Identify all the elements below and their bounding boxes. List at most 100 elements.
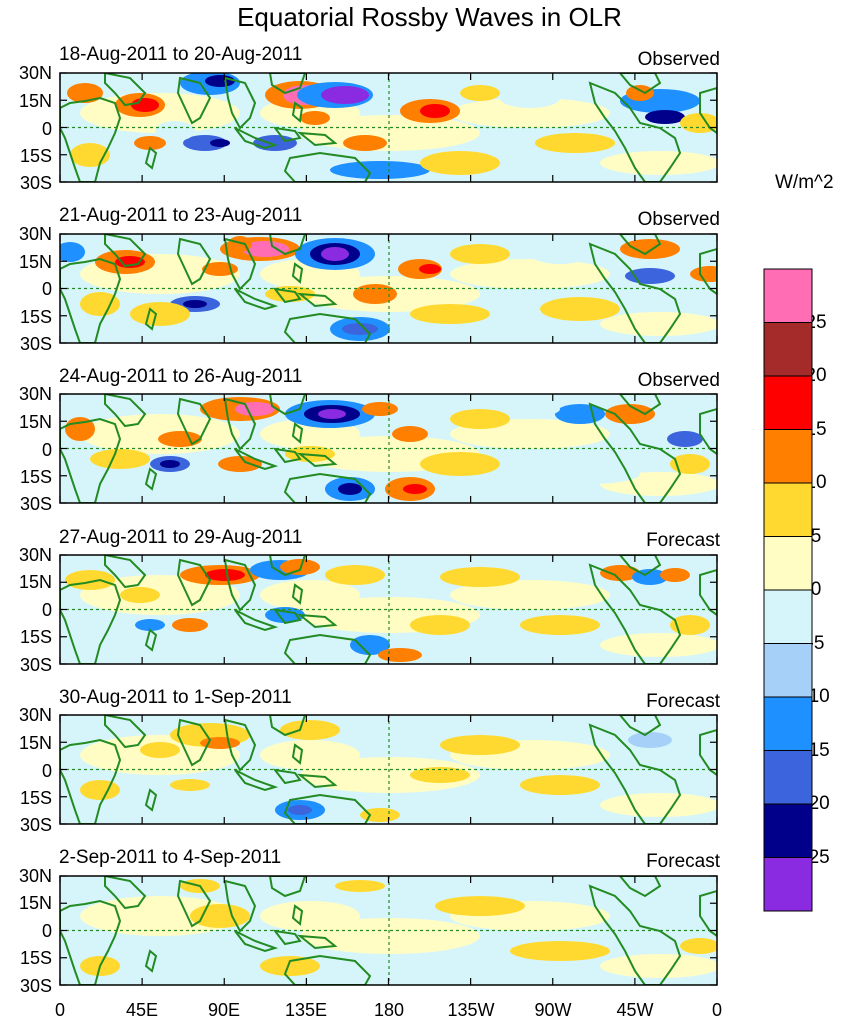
anomaly-patch [300,757,480,793]
coastline [296,452,338,468]
coastline [268,715,307,737]
anomaly-contour [535,133,615,153]
lat-label: 15N [18,733,52,753]
coastline [60,578,122,664]
panel-1-date: 18-Aug-2011 to 20-Aug-2011 [59,44,303,65]
anomaly-contour [330,161,430,179]
lat-label: 30N [18,63,52,83]
anomaly-contour [670,615,710,635]
colorbar-label: 5 [810,526,822,547]
lat-label: 15S [19,467,52,487]
anomaly-contour [183,135,227,151]
anomaly-patch [600,151,717,175]
coastline [234,288,279,311]
anomaly-contour [670,454,710,474]
lat-label: 30S [19,976,52,996]
coastline [699,407,717,456]
anomaly-patch [80,896,240,936]
panel-6-kind: Forecast [646,851,720,872]
coastline [272,768,302,785]
coastline [60,96,122,182]
lat-label: 0 [41,761,52,781]
coastline [272,126,302,143]
anomaly-patch [260,580,360,610]
anomaly-contour [410,615,470,635]
coastline [223,397,257,451]
anomaly-contour [628,732,672,748]
anomaly-contour [338,483,362,495]
anomaly-contour [90,449,150,469]
anomaly-contour [620,239,680,259]
colorbar-swatch [763,268,813,323]
coastline [104,555,147,589]
anomaly-contour [288,805,312,815]
anomaly-contour [183,300,207,308]
coastline [176,397,212,446]
colorbar-swatch [763,750,813,805]
coastline [283,312,372,343]
panel-5-date: 30-Aug-2011 to 1-Sep-2011 [59,687,292,708]
coastline [176,879,212,928]
coastline [283,954,372,985]
anomaly-contour [260,956,320,976]
coastline [296,613,338,629]
coastline [296,131,338,147]
coastline [588,884,682,985]
coastline [699,568,717,617]
anomaly-contour [435,896,525,916]
anomaly-contour [500,88,560,108]
panel-4-date: 27-Aug-2011 to 29-Aug-2011 [59,527,303,548]
colorbar-swatch [763,482,813,537]
lat-label: 0 [41,921,52,941]
lat-label: 30N [18,705,52,725]
coastline [234,930,279,953]
lat-label: 0 [41,119,52,139]
anomaly-contour [667,431,703,447]
anomaly-contour [241,241,289,257]
map-panel-6 [59,875,718,986]
lat-label: 15S [19,788,52,808]
anomaly-patch [450,580,610,610]
coastline [291,904,304,926]
lat-label: 15S [19,627,52,647]
coastline [144,788,158,812]
coastline [699,889,717,938]
lat-label: 30S [19,655,52,675]
coastline [60,899,122,985]
anomaly-contour [353,284,397,304]
lat-label: 15N [18,91,52,111]
anomaly-contour [555,404,605,424]
lon-label: 90W [534,1000,572,1020]
anomaly-patch [450,259,610,289]
anomaly-patch [450,98,610,128]
anomaly-contour [67,83,103,103]
panel-2-date: 21-Aug-2011 to 23-Aug-2011 [59,205,303,226]
map-panel-5 [59,714,718,825]
anomaly-contour [343,135,387,151]
anomaly-patch [600,312,717,336]
anomaly-contour [420,452,500,476]
lat-label: 30N [18,866,52,886]
anomaly-contour [134,136,166,150]
panel-3-kind: Observed [637,370,720,391]
anomaly-contour [378,648,422,662]
lat-label: 30N [18,384,52,404]
lat-label: 15N [18,252,52,272]
coastline [234,448,279,471]
anomaly-contour [318,409,346,419]
lon-label: 90E [207,1000,241,1020]
panel-2-kind: Observed [637,209,720,230]
coastline [268,394,307,416]
coastline [144,628,158,652]
anomaly-patch [600,793,717,817]
anomaly-contour [158,431,202,447]
coastline [283,633,372,664]
colorbar-swatch [763,429,813,484]
coastline [176,718,212,767]
coastline [296,292,338,308]
colorbar-swatch [763,696,813,751]
coastline [176,558,212,607]
coastline [268,234,307,256]
coastline [223,879,257,933]
coastline [618,234,662,256]
